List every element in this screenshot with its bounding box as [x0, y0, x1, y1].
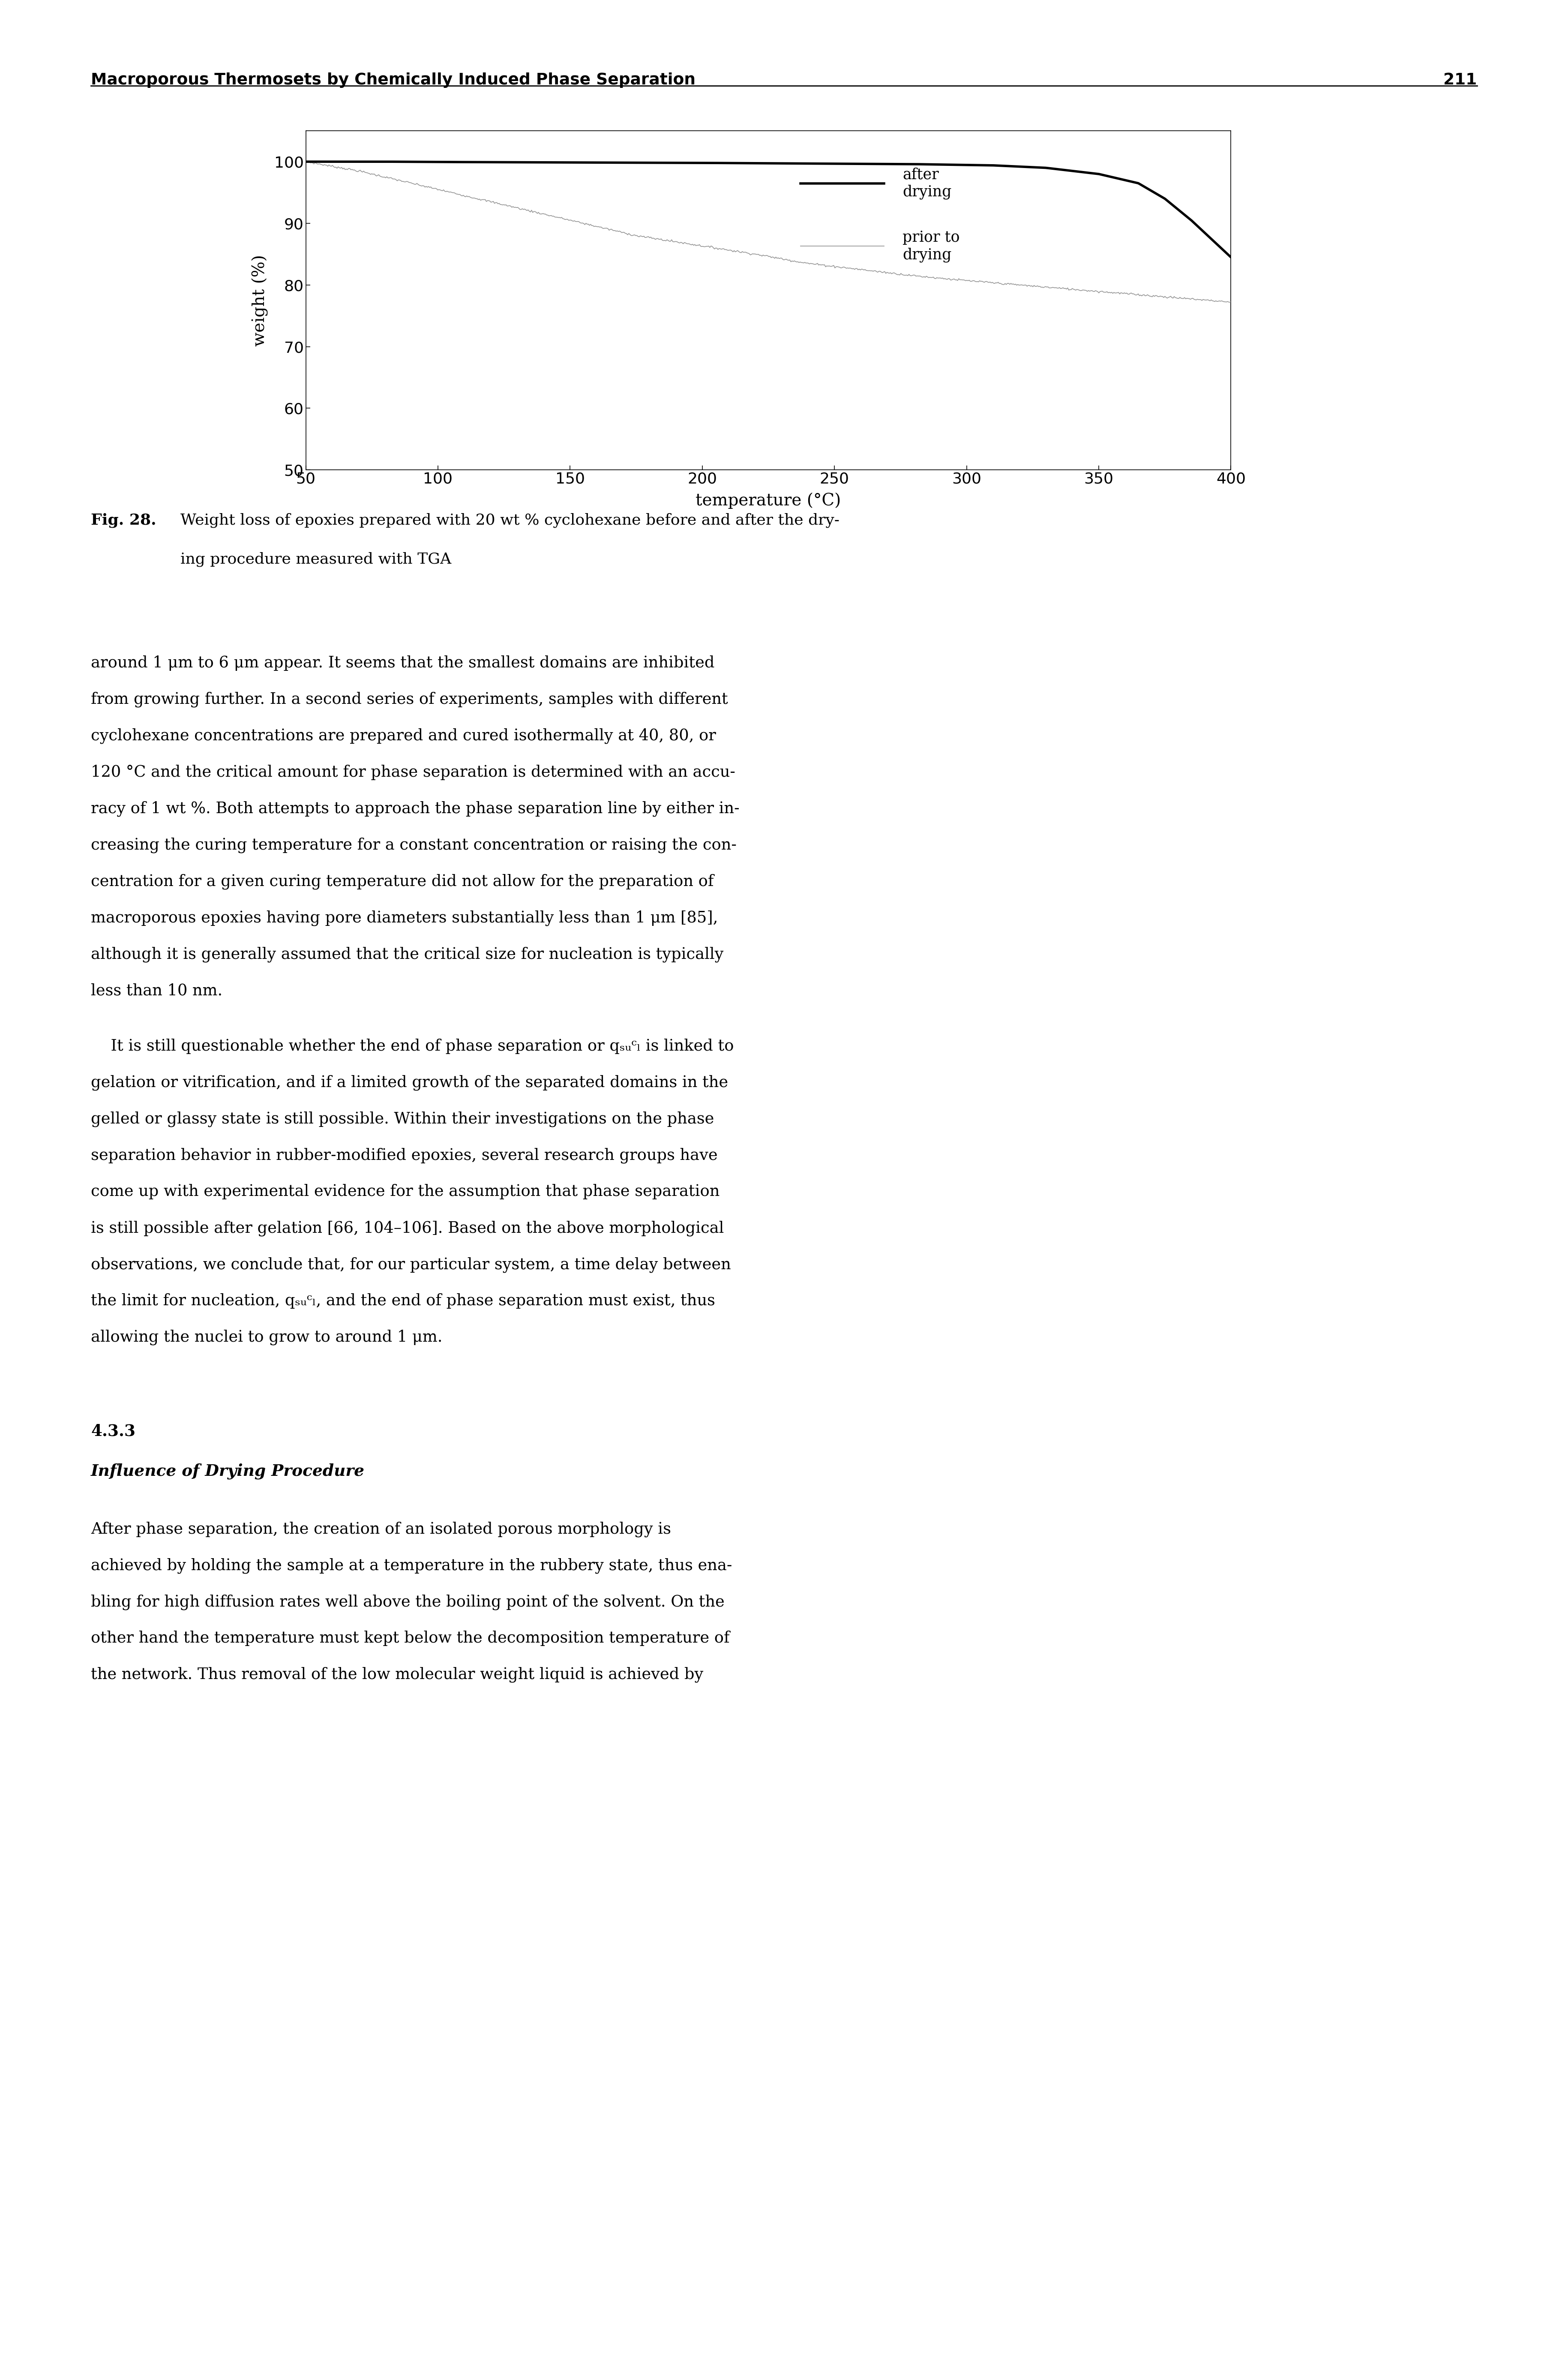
Text: achieved by holding the sample at a temperature in the rubbery state, thus ena-: achieved by holding the sample at a temp…	[91, 1558, 732, 1573]
Text: bling for high diffusion rates well above the boiling point of the solvent. On t: bling for high diffusion rates well abov…	[91, 1594, 724, 1611]
X-axis label: temperature (°C): temperature (°C)	[696, 492, 840, 509]
Text: After phase separation, the creation of an isolated porous morphology is: After phase separation, the creation of …	[91, 1523, 671, 1537]
Text: Weight loss of epoxies prepared with 20 wt % cyclohexane before and after the dr: Weight loss of epoxies prepared with 20 …	[180, 514, 839, 528]
Text: gelation or vitrification, and if a limited growth of the separated domains in t: gelation or vitrification, and if a limi…	[91, 1075, 728, 1090]
Text: It is still questionable whether the end of phase separation or qₛᵤᶜₗ is linked : It is still questionable whether the end…	[91, 1037, 734, 1054]
Text: prior to
drying: prior to drying	[903, 231, 960, 262]
Text: Macroporous Thermosets by Chemically Induced Phase Separation: Macroporous Thermosets by Chemically Ind…	[91, 71, 696, 88]
Y-axis label: weight (%): weight (%)	[252, 255, 268, 347]
Text: 4.3.3: 4.3.3	[91, 1423, 135, 1439]
Text: after
drying: after drying	[903, 167, 952, 200]
Text: 120 °C and the critical amount for phase separation is determined with an accu-: 120 °C and the critical amount for phase…	[91, 764, 735, 780]
Text: allowing the nuclei to grow to around 1 μm.: allowing the nuclei to grow to around 1 …	[91, 1330, 442, 1344]
Text: although it is generally assumed that the critical size for nucleation is typica: although it is generally assumed that th…	[91, 947, 723, 961]
Text: less than 10 nm.: less than 10 nm.	[91, 983, 223, 999]
Text: macroporous epoxies having pore diameters substantially less than 1 μm [85],: macroporous epoxies having pore diameter…	[91, 911, 718, 925]
Text: centration for a given curing temperature did not allow for the preparation of: centration for a given curing temperatur…	[91, 873, 713, 890]
Text: cyclohexane concentrations are prepared and cured isothermally at 40, 80, or: cyclohexane concentrations are prepared …	[91, 728, 717, 745]
Text: separation behavior in rubber-modified epoxies, several research groups have: separation behavior in rubber-modified e…	[91, 1147, 718, 1163]
Text: gelled or glassy state is still possible. Within their investigations on the pha: gelled or glassy state is still possible…	[91, 1111, 713, 1128]
Text: 211: 211	[1444, 71, 1477, 88]
Text: is still possible after gelation [66, 104–106]. Based on the above morphological: is still possible after gelation [66, 10…	[91, 1220, 724, 1237]
Text: creasing the curing temperature for a constant concentration or raising the con-: creasing the curing temperature for a co…	[91, 837, 737, 854]
Text: other hand the temperature must kept below the decomposition temperature of: other hand the temperature must kept bel…	[91, 1630, 729, 1646]
Text: Influence of Drying Procedure: Influence of Drying Procedure	[91, 1463, 365, 1480]
Text: the limit for nucleation, qₛᵤᶜₗ, and the end of phase separation must exist, thu: the limit for nucleation, qₛᵤᶜₗ, and the…	[91, 1294, 715, 1308]
Text: from growing further. In a second series of experiments, samples with different: from growing further. In a second series…	[91, 692, 728, 707]
Text: Fig. 28.: Fig. 28.	[91, 514, 157, 528]
Text: come up with experimental evidence for the assumption that phase separation: come up with experimental evidence for t…	[91, 1185, 720, 1199]
Text: around 1 μm to 6 μm appear. It seems that the smallest domains are inhibited: around 1 μm to 6 μm appear. It seems tha…	[91, 657, 715, 671]
Text: observations, we conclude that, for our particular system, a time delay between: observations, we conclude that, for our …	[91, 1256, 731, 1273]
Text: racy of 1 wt %. Both attempts to approach the phase separation line by either in: racy of 1 wt %. Both attempts to approac…	[91, 802, 740, 816]
Text: the network. Thus removal of the low molecular weight liquid is achieved by: the network. Thus removal of the low mol…	[91, 1668, 704, 1682]
Text: ing procedure measured with TGA: ing procedure measured with TGA	[180, 552, 452, 566]
